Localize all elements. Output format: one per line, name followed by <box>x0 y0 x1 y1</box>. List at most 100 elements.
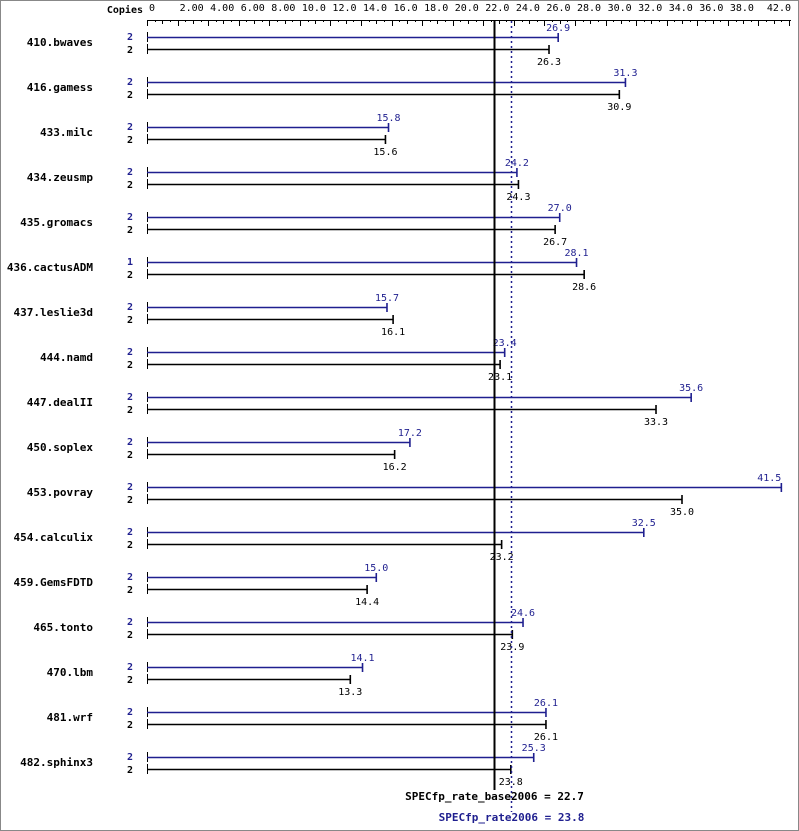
benchmark-label: 434.zeusmp <box>27 171 94 184</box>
benchmark-row: 450.soplex 2 2 17.2 16.2 <box>27 428 422 473</box>
base-copies: 2 <box>127 180 133 191</box>
benchmark-label: 437.leslie3d <box>14 306 93 319</box>
base-copies: 2 <box>127 45 133 56</box>
tick-label: 38.0 <box>730 3 754 14</box>
copies-header: Copies <box>107 4 143 16</box>
peak-copies: 2 <box>127 662 133 673</box>
peak-value-label: 15.0 <box>364 563 388 574</box>
peak-value-label: 15.8 <box>376 113 400 124</box>
benchmark-label: 410.bwaves <box>27 36 93 49</box>
base-copies: 2 <box>127 450 133 461</box>
base-value-label: 26.7 <box>543 237 567 248</box>
benchmark-label: 481.wrf <box>47 711 93 724</box>
tick-label: 8.00 <box>271 3 295 14</box>
base-copies: 2 <box>127 270 133 281</box>
base-value-label: 26.1 <box>534 732 558 743</box>
tick-label: 42.0 <box>767 3 791 14</box>
base-value-label: 16.2 <box>383 462 407 473</box>
tick-label: 0 <box>149 3 155 14</box>
base-copies: 2 <box>127 630 133 641</box>
peak-copies: 2 <box>127 482 133 493</box>
tick-label: 14.0 <box>363 3 387 14</box>
peak-copies: 2 <box>127 347 133 358</box>
base-value-label: 35.0 <box>670 507 694 518</box>
benchmark-label: 447.dealII <box>27 396 93 409</box>
tick-label: 10.0 <box>302 3 326 14</box>
tick-label: 34.0 <box>669 3 693 14</box>
benchmark-label: 453.povray <box>27 486 94 499</box>
peak-value-label: 35.6 <box>679 383 703 394</box>
peak-value-label: 23.4 <box>493 338 517 349</box>
benchmark-row: 435.gromacs 2 2 27.0 26.7 <box>20 203 572 248</box>
benchmark-row: 470.lbm 2 2 14.1 13.3 <box>47 653 375 698</box>
base-value-label: 28.6 <box>572 282 596 293</box>
tick-label: 2.00 <box>180 3 204 14</box>
base-copies: 2 <box>127 405 133 416</box>
benchmark-row: 434.zeusmp 2 2 24.2 24.3 <box>27 158 531 203</box>
peak-copies: 2 <box>127 122 133 133</box>
base-value-label: 24.3 <box>506 192 530 203</box>
summary-lines: SPECfp_rate_base2006 = 22.7 SPECfp_rate20… <box>405 21 584 824</box>
peak-copies: 2 <box>127 527 133 538</box>
tick-label: 18.0 <box>424 3 448 14</box>
peak-copies: 2 <box>127 572 133 583</box>
base-value-label: 23.9 <box>500 642 524 653</box>
base-copies: 2 <box>127 585 133 596</box>
base-value-label: 23.1 <box>488 372 512 383</box>
base-value-label: 30.9 <box>607 102 631 113</box>
benchmark-label: 459.GemsFDTD <box>14 576 94 589</box>
tick-label: 16.0 <box>394 3 418 14</box>
base-copies: 2 <box>127 225 133 236</box>
peak-copies: 1 <box>127 257 133 268</box>
x-axis: 0 2.00 4.00 6.00 8.00 10.0 12.0 14.0 16.0 18.0 20.… <box>147 3 791 26</box>
peak-copies: 2 <box>127 302 133 313</box>
tick-label: 22.0 <box>485 3 509 14</box>
peak-value-label: 25.3 <box>522 743 546 754</box>
base-copies: 2 <box>127 495 133 506</box>
benchmark-row: 459.GemsFDTD 2 2 15.0 14.4 <box>14 563 389 608</box>
benchmark-label: 450.soplex <box>27 441 94 454</box>
tick-label: 6.00 <box>241 3 265 14</box>
peak-value-label: 41.5 <box>757 473 781 484</box>
peak-copies: 2 <box>127 707 133 718</box>
benchmark-row: 437.leslie3d 2 2 15.7 16.1 <box>14 293 406 338</box>
base-copies: 2 <box>127 315 133 326</box>
peak-value-label: 32.5 <box>632 518 656 529</box>
peak-value-label: 15.7 <box>375 293 399 304</box>
peak-copies: 2 <box>127 77 133 88</box>
base-copies: 2 <box>127 675 133 686</box>
base-value-label: 23.2 <box>490 552 514 563</box>
tick-label: 20.0 <box>455 3 479 14</box>
peak-value-label: 17.2 <box>398 428 422 439</box>
base-value-label: 15.6 <box>373 147 397 158</box>
benchmark-label: 435.gromacs <box>20 216 93 229</box>
benchmark-row: 444.namd 2 2 23.4 23.1 <box>40 338 517 383</box>
base-value-label: 16.1 <box>381 327 405 338</box>
peak-metric-label: SPECfp_rate2006 = 23.8 <box>439 811 585 824</box>
base-copies: 2 <box>127 90 133 101</box>
benchmark-label: 444.namd <box>40 351 93 364</box>
benchmark-label: 416.gamess <box>27 81 93 94</box>
benchmark-label: 465.tonto <box>33 621 93 634</box>
peak-copies: 2 <box>127 167 133 178</box>
benchmark-row: 453.povray 2 2 41.5 35.0 <box>27 473 783 518</box>
base-copies: 2 <box>127 360 133 371</box>
tick-label: 12.0 <box>332 3 356 14</box>
base-copies: 2 <box>127 135 133 146</box>
tick-label: 28.0 <box>577 3 601 14</box>
benchmark-row: 447.dealII 2 2 35.6 33.3 <box>27 383 703 428</box>
base-metric-label: SPECfp_rate_base2006 = 22.7 <box>405 790 584 803</box>
tick-label: 36.0 <box>699 3 723 14</box>
peak-copies: 2 <box>127 437 133 448</box>
benchmark-label: 470.lbm <box>47 666 94 679</box>
benchmark-row: 465.tonto 2 2 24.6 23.9 <box>33 608 535 653</box>
base-value-label: 14.4 <box>355 597 379 608</box>
benchmark-row: 433.milc 2 2 15.8 15.6 <box>40 113 401 158</box>
benchmark-label: 454.calculix <box>14 531 94 544</box>
tick-label: 30.0 <box>608 3 632 14</box>
benchmark-label: 482.sphinx3 <box>20 756 93 769</box>
peak-value-label: 26.9 <box>546 23 570 34</box>
